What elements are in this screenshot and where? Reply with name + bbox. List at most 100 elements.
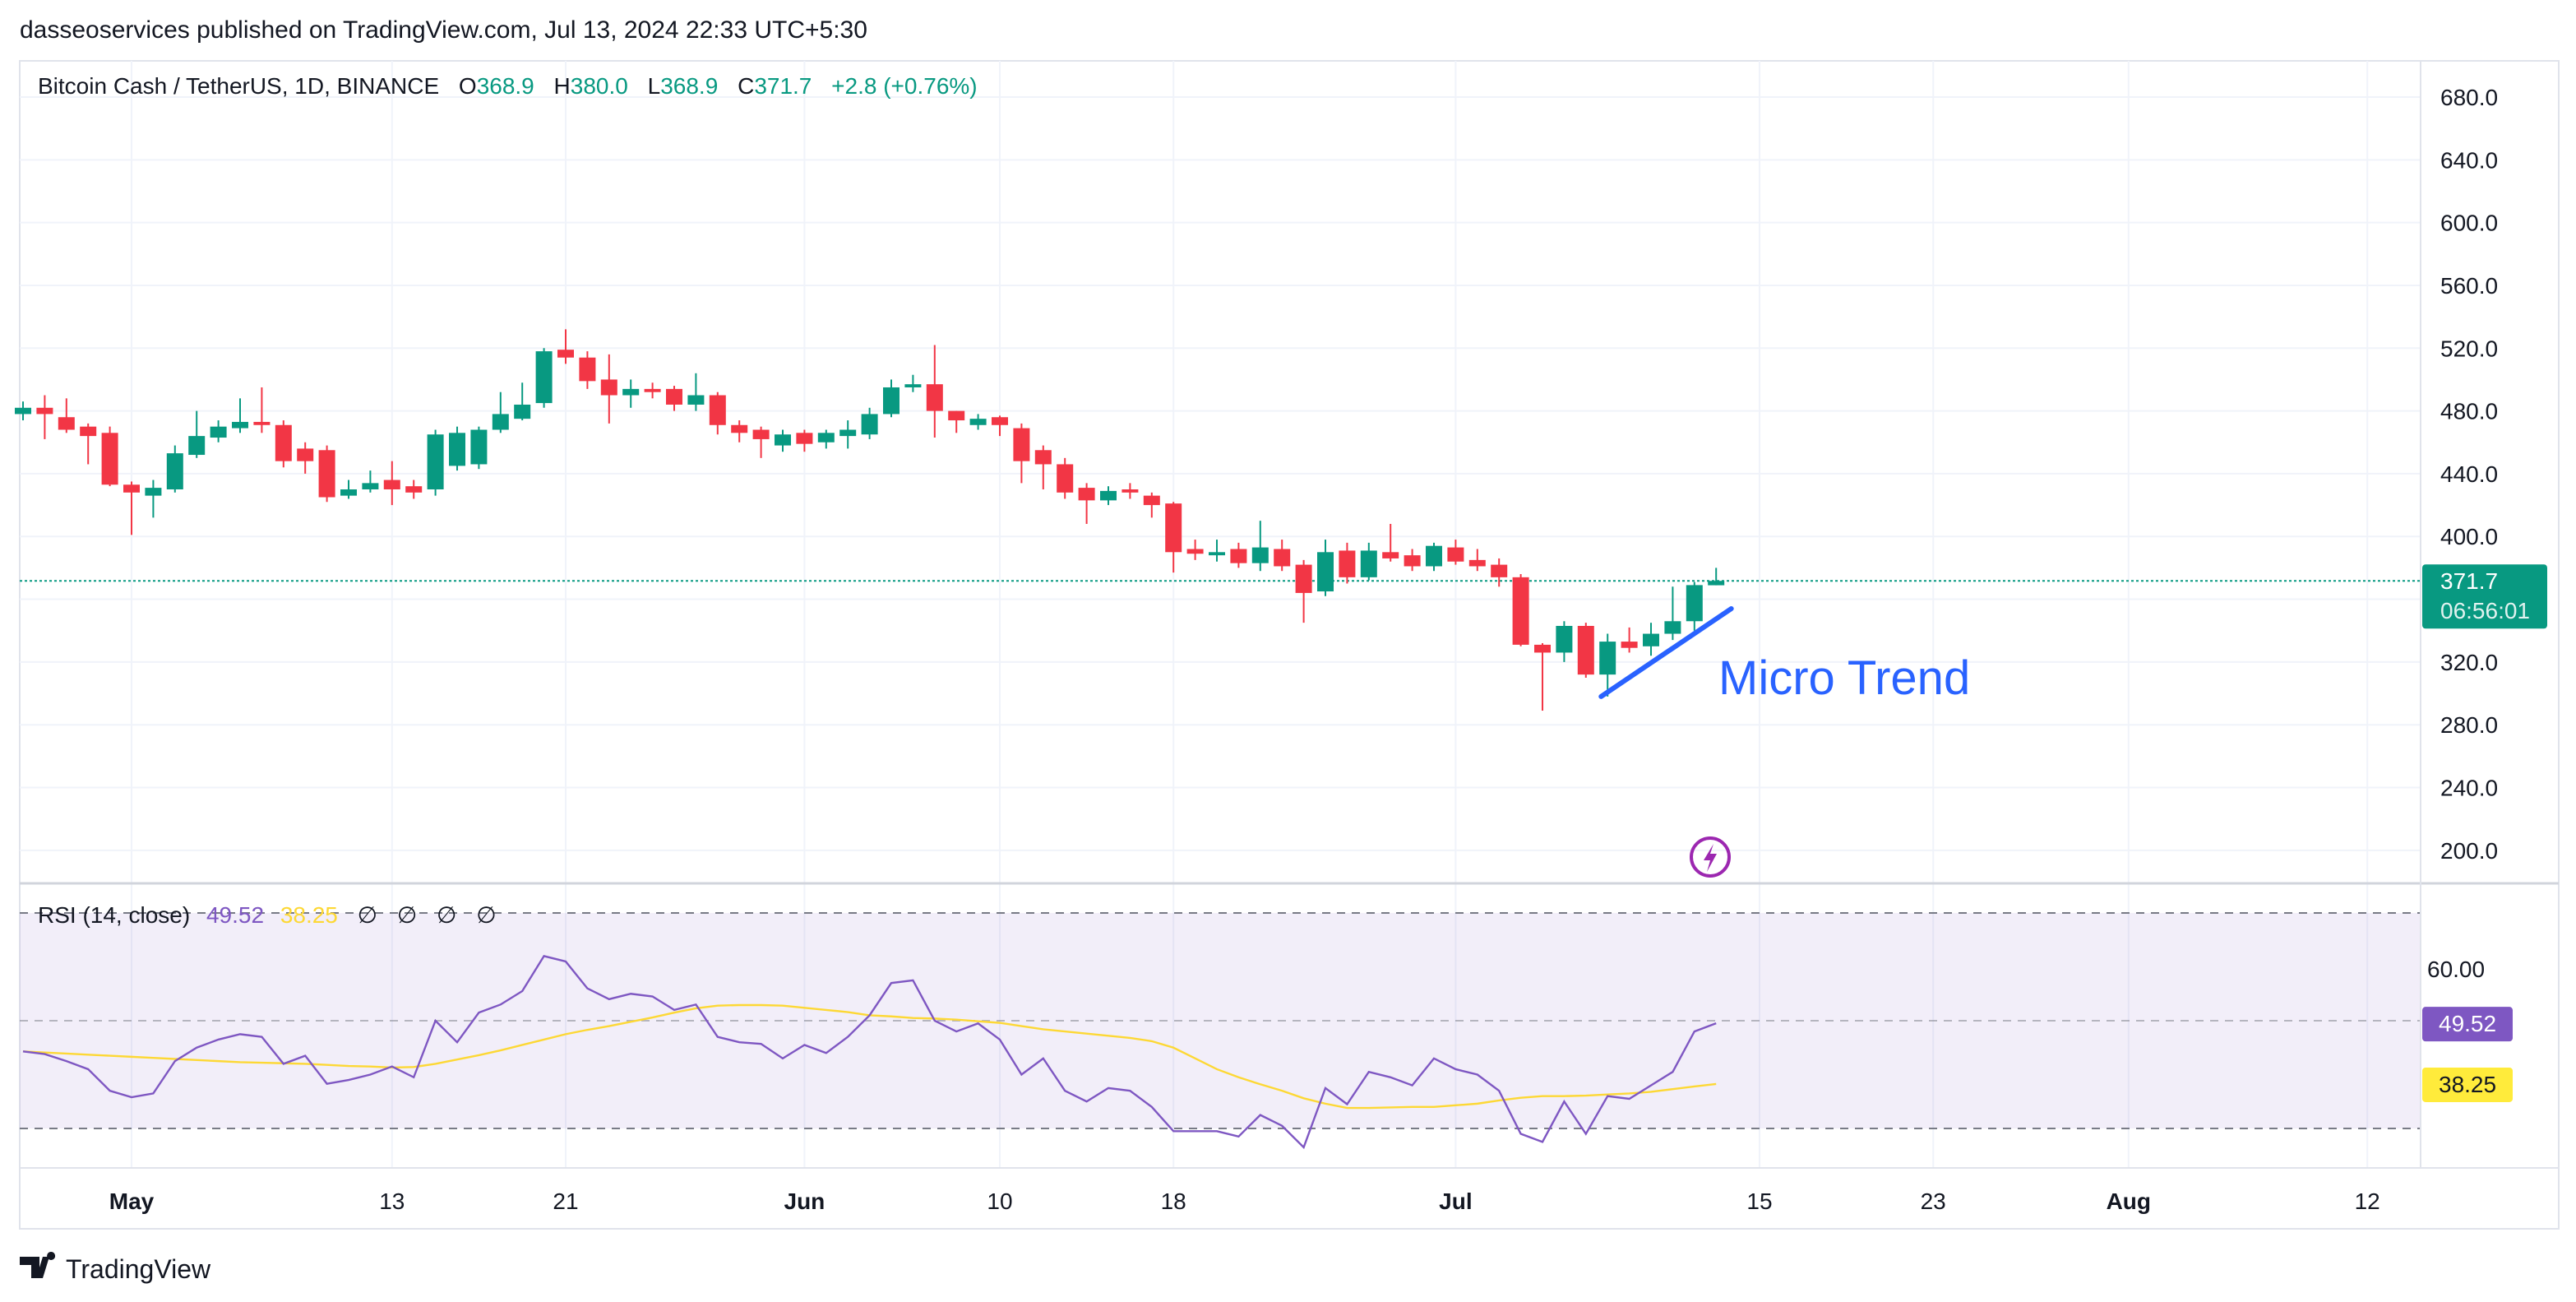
candle-up[interactable] bbox=[1100, 490, 1117, 501]
candle-up[interactable] bbox=[145, 488, 162, 496]
time-tick-label: 15 bbox=[1746, 1188, 1772, 1214]
candle-up[interactable] bbox=[492, 414, 509, 430]
vertical-grid bbox=[131, 61, 2369, 1168]
candle-down[interactable] bbox=[709, 395, 726, 425]
candle-down[interactable] bbox=[731, 424, 748, 433]
candle-up[interactable] bbox=[622, 388, 640, 396]
candle-up[interactable] bbox=[1686, 585, 1703, 622]
candle-up[interactable] bbox=[232, 421, 248, 429]
candle-up[interactable] bbox=[1664, 621, 1681, 634]
candle-up[interactable] bbox=[1643, 633, 1659, 646]
price-tick-label: 640.0 bbox=[2440, 147, 2498, 173]
candle-down[interactable] bbox=[1013, 428, 1030, 461]
candle-up[interactable] bbox=[1708, 581, 1725, 586]
candle-down[interactable] bbox=[1274, 549, 1291, 567]
candle-up[interactable] bbox=[535, 351, 553, 404]
last-price-badge: 371.7 06:56:01 bbox=[2422, 564, 2547, 629]
candle-up[interactable] bbox=[883, 387, 900, 415]
candle-down[interactable] bbox=[80, 426, 97, 437]
candle-down[interactable] bbox=[926, 384, 943, 411]
candle-down[interactable] bbox=[383, 480, 400, 489]
candle-down[interactable] bbox=[1534, 644, 1551, 653]
candle-down[interactable] bbox=[666, 388, 682, 405]
candle-up[interactable] bbox=[188, 436, 206, 456]
candle-up[interactable] bbox=[969, 419, 987, 425]
candle-down[interactable] bbox=[644, 388, 661, 392]
candle-up[interactable] bbox=[817, 433, 835, 442]
candle-down[interactable] bbox=[275, 424, 292, 461]
candle-down[interactable] bbox=[58, 417, 75, 430]
symbol-legend[interactable]: Bitcoin Cash / TetherUS, 1D, BINANCE O36… bbox=[38, 73, 978, 99]
rsi-legend[interactable]: RSI (14, close) 49.52 38.25 ∅ ∅ ∅ ∅ bbox=[38, 902, 497, 928]
time-tick-label: 23 bbox=[1921, 1188, 1946, 1214]
candle-down[interactable] bbox=[1382, 552, 1399, 558]
time-tick-label: Jun bbox=[784, 1188, 826, 1214]
candle-up[interactable] bbox=[1556, 625, 1573, 653]
candle-up[interactable] bbox=[449, 433, 465, 466]
candle-up[interactable] bbox=[1360, 550, 1377, 577]
candle-down[interactable] bbox=[579, 357, 596, 382]
candle-up[interactable] bbox=[166, 453, 183, 489]
micro-trend-label[interactable]: Micro Trend bbox=[1718, 651, 1970, 705]
candle-down[interactable] bbox=[297, 448, 314, 461]
candle-down[interactable] bbox=[1577, 625, 1594, 675]
flash-icon[interactable] bbox=[1690, 836, 1731, 878]
candle-down[interactable] bbox=[992, 417, 1008, 425]
tradingview-logo[interactable]: TradingView bbox=[20, 1252, 211, 1284]
candle-up[interactable] bbox=[1251, 547, 1269, 563]
candle-up[interactable] bbox=[1209, 552, 1225, 556]
candle-down[interactable] bbox=[1186, 549, 1204, 554]
candle-down[interactable] bbox=[1295, 564, 1312, 593]
price-axis-ticks[interactable]: 200.0 240.0 280.0 320.0 400.0 440.0 480.0 520.0… bbox=[2440, 85, 2498, 864]
micro-trend-line[interactable] bbox=[1598, 606, 1734, 699]
candle-down[interactable] bbox=[1491, 564, 1508, 577]
candle-down[interactable] bbox=[1230, 549, 1247, 563]
candle-down[interactable] bbox=[1621, 642, 1638, 648]
candle-down[interactable] bbox=[752, 429, 770, 439]
candle-down[interactable] bbox=[557, 350, 574, 358]
candle-up[interactable] bbox=[904, 384, 922, 387]
candle-down[interactable] bbox=[253, 421, 271, 425]
candle-down[interactable] bbox=[36, 407, 53, 415]
candle-up[interactable] bbox=[775, 434, 791, 446]
candle-down[interactable] bbox=[123, 484, 140, 493]
candle-up[interactable] bbox=[470, 429, 488, 465]
time-axis-ticks[interactable]: May 13 21 Jun 10 18 Jul 15 23 Aug 12 bbox=[109, 1188, 2380, 1214]
candle-up[interactable] bbox=[15, 407, 31, 415]
candle-up[interactable] bbox=[427, 434, 444, 489]
candle-up[interactable] bbox=[1599, 642, 1616, 675]
candle-up[interactable] bbox=[1317, 552, 1334, 592]
candle-down[interactable] bbox=[1122, 489, 1139, 493]
candle-down[interactable] bbox=[1078, 488, 1095, 501]
candle-up[interactable] bbox=[687, 395, 705, 405]
time-tick-label: Aug bbox=[2107, 1188, 2151, 1214]
candle-down[interactable] bbox=[1165, 503, 1182, 553]
candle-down[interactable] bbox=[1447, 547, 1464, 562]
candle-down[interactable] bbox=[600, 379, 617, 396]
candle-down[interactable] bbox=[1512, 577, 1529, 645]
candle-up[interactable] bbox=[861, 414, 878, 435]
candle-up[interactable] bbox=[362, 483, 379, 489]
candle-down[interactable] bbox=[318, 450, 335, 498]
candle-down[interactable] bbox=[1034, 450, 1052, 465]
time-tick-label: 21 bbox=[553, 1188, 578, 1214]
candle-down[interactable] bbox=[796, 433, 813, 444]
candle-up[interactable] bbox=[340, 489, 357, 496]
candle-up[interactable] bbox=[1426, 545, 1442, 567]
candle-down[interactable] bbox=[948, 410, 965, 421]
candle-up[interactable] bbox=[210, 426, 227, 438]
candle-down[interactable] bbox=[1057, 464, 1074, 493]
candle-down[interactable] bbox=[405, 486, 423, 493]
candle-down[interactable] bbox=[101, 433, 118, 485]
price-tick-label: 520.0 bbox=[2440, 336, 2498, 361]
candle-down[interactable] bbox=[1468, 559, 1486, 567]
svg-text:Bitcoin Cash / TetherUS, 1D, B: Bitcoin Cash / TetherUS, 1D, BINANCE O36… bbox=[38, 73, 978, 99]
price-tick-label: 680.0 bbox=[2440, 85, 2498, 110]
candle-down[interactable] bbox=[1404, 555, 1421, 567]
candle-down[interactable] bbox=[1339, 550, 1356, 577]
candle-up[interactable] bbox=[514, 404, 531, 419]
candle-up[interactable] bbox=[839, 429, 857, 437]
candle-down[interactable] bbox=[1143, 495, 1160, 506]
